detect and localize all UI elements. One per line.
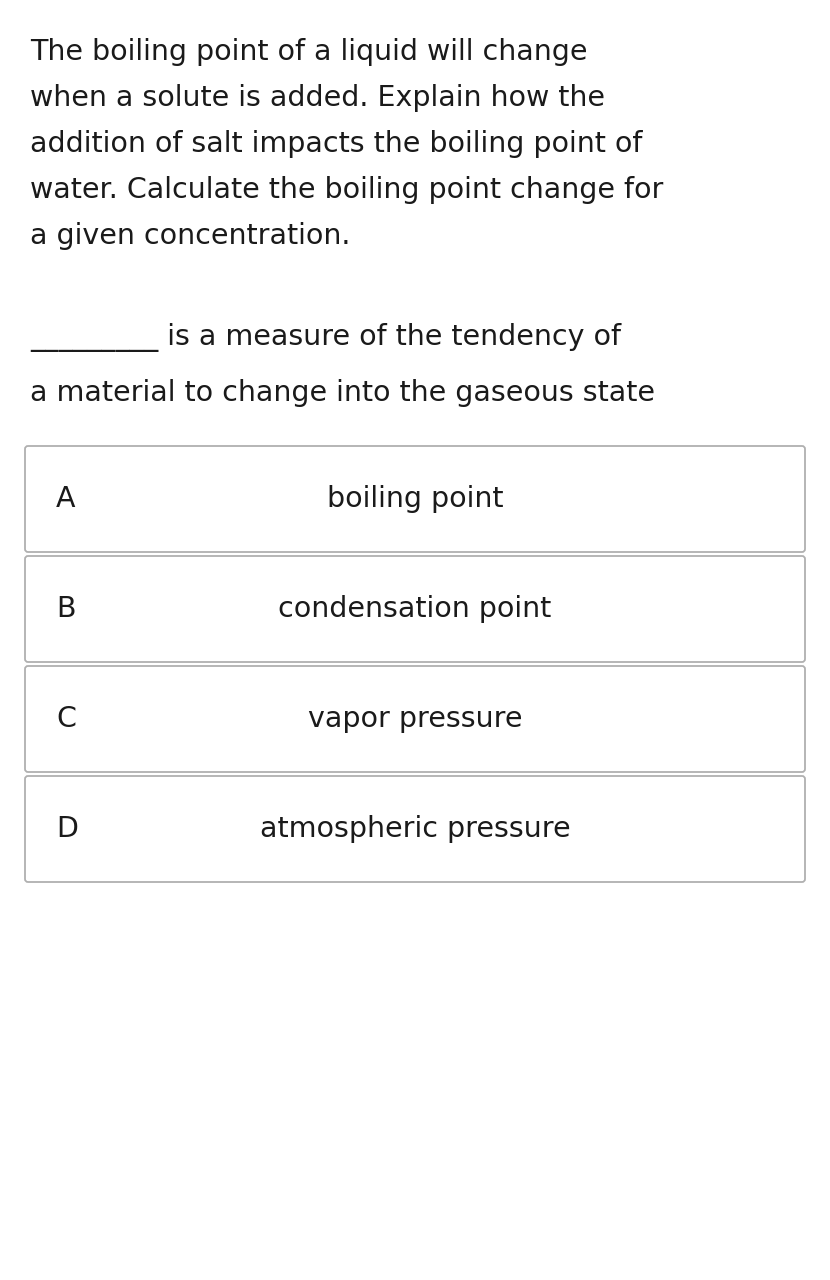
Text: atmospheric pressure: atmospheric pressure	[260, 815, 570, 844]
Text: B: B	[56, 595, 76, 623]
FancyBboxPatch shape	[25, 666, 805, 772]
Text: condensation point: condensation point	[278, 595, 552, 623]
Text: when a solute is added. Explain how the: when a solute is added. Explain how the	[30, 84, 605, 111]
Text: The boiling point of a liquid will change: The boiling point of a liquid will chang…	[30, 38, 588, 67]
Text: water. Calculate the boiling point change for: water. Calculate the boiling point chang…	[30, 175, 663, 204]
Text: A: A	[56, 485, 76, 513]
FancyBboxPatch shape	[25, 556, 805, 662]
Text: C: C	[56, 705, 76, 733]
Text: vapor pressure: vapor pressure	[308, 705, 522, 733]
Text: a given concentration.: a given concentration.	[30, 221, 350, 250]
FancyBboxPatch shape	[25, 776, 805, 882]
Text: addition of salt impacts the boiling point of: addition of salt impacts the boiling poi…	[30, 131, 642, 157]
FancyBboxPatch shape	[25, 445, 805, 552]
Text: boiling point: boiling point	[327, 485, 503, 513]
Text: D: D	[56, 815, 78, 844]
Text: a material to change into the gaseous state: a material to change into the gaseous st…	[30, 379, 655, 407]
Text: _________ is a measure of the tendency of: _________ is a measure of the tendency o…	[30, 323, 621, 352]
